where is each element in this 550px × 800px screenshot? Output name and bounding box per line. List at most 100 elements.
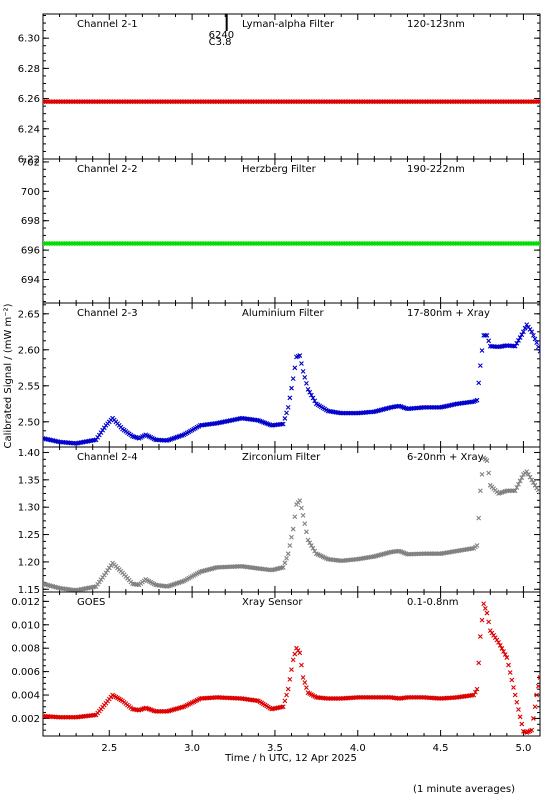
y-tick-label: 6.28	[18, 64, 40, 75]
data-point	[284, 555, 289, 561]
data-point	[496, 639, 501, 645]
y-tick-label: 6.24	[18, 124, 40, 135]
panel-frame	[42, 446, 541, 593]
data-point	[507, 670, 513, 675]
x-tick-label: 4.0	[350, 743, 366, 754]
data-point	[486, 338, 492, 344]
data-point	[512, 692, 518, 698]
data-point	[310, 545, 316, 551]
data-point	[519, 475, 525, 481]
data-series	[43, 322, 540, 446]
data-point	[292, 514, 298, 520]
y-tick-label: 700	[21, 187, 40, 198]
data-point	[284, 410, 289, 416]
data-point	[484, 333, 490, 338]
data-point	[516, 481, 521, 487]
data-point	[534, 340, 540, 345]
data-point	[280, 421, 286, 427]
data-point	[501, 649, 506, 654]
panel-range-label: 120-123nm	[407, 19, 465, 30]
data-point	[308, 392, 314, 398]
data-point	[300, 369, 306, 374]
panel-frame	[42, 13, 541, 160]
data-point	[297, 498, 303, 504]
data-point	[280, 704, 286, 710]
data-point	[285, 686, 291, 692]
y-tick-label: 696	[21, 246, 40, 257]
data-point	[290, 376, 296, 381]
data-point	[516, 338, 521, 343]
data-point	[521, 329, 526, 335]
y-tick-label: 0.006	[11, 667, 40, 678]
panel-range-label: 6-20nm + Xray	[407, 452, 484, 463]
y-tick-label: 702	[21, 157, 40, 168]
panel-frame	[42, 302, 541, 448]
panel-frame	[42, 158, 541, 304]
y-tick-label: 0.010	[11, 620, 40, 631]
data-point	[535, 683, 540, 689]
data-point	[310, 395, 316, 401]
data-point	[535, 344, 540, 350]
y-tick-label: 1.30	[18, 503, 40, 514]
flare-marker-class: C3.8	[209, 37, 232, 48]
y-tick-label: 2.50	[18, 417, 40, 428]
panel-range-label: 190-222nm	[407, 164, 465, 175]
data-point	[526, 471, 531, 477]
data-point	[292, 365, 298, 371]
data-point	[532, 482, 538, 488]
panel-channel-label: Channel 2-1	[77, 19, 138, 30]
data-point	[532, 704, 538, 710]
data-point	[519, 332, 525, 338]
data-point	[105, 567, 110, 573]
data-point	[300, 513, 306, 518]
x-tick-label: 2.5	[101, 743, 117, 754]
data-point	[476, 380, 482, 386]
data-point	[302, 375, 308, 380]
data-point	[287, 543, 293, 548]
data-point	[537, 489, 540, 495]
flare-marker-label: 6240	[209, 30, 234, 41]
data-point	[522, 325, 528, 331]
footnote: (1 minute averages)	[413, 784, 515, 795]
panel-5: 0.002 0.004 0.006 0.008 0.010 0.012 GOES Xray S…	[11, 591, 541, 737]
data-point	[537, 348, 540, 354]
data-point	[474, 397, 480, 403]
y-tick-label: 1.40	[18, 448, 40, 459]
data-series	[43, 601, 540, 735]
y-tick-label: 0.008	[11, 644, 40, 655]
data-point	[479, 471, 485, 477]
panel-range-label: 17-80nm + Xray	[407, 308, 490, 319]
data-point	[307, 540, 313, 546]
data-point	[517, 335, 523, 340]
y-tick-label: 1.25	[18, 530, 40, 541]
data-point	[312, 398, 318, 404]
data-point	[497, 642, 503, 648]
data-point	[530, 480, 536, 485]
data-point	[484, 458, 490, 464]
y-tick-label: 694	[21, 275, 40, 286]
y-tick-label: 0.002	[11, 714, 40, 725]
data-point	[305, 537, 311, 543]
data-point	[477, 488, 483, 494]
y-tick-label: 6.30	[18, 34, 40, 45]
data-point	[537, 99, 540, 104]
data-point	[282, 416, 288, 421]
data-point	[504, 655, 510, 660]
x-tick-label: 3.5	[267, 743, 283, 754]
panel-4: 1.15 1.20 1.25 1.30 1.35 1.40 Channel 2-4 Zirco…	[18, 446, 541, 596]
data-point	[299, 361, 304, 366]
data-point	[486, 619, 492, 625]
data-point	[290, 657, 296, 663]
data-point	[482, 606, 488, 611]
x-tick-label: 5.0	[515, 743, 531, 754]
data-point	[302, 521, 308, 526]
data-point	[534, 692, 540, 698]
y-tick-label: 6.22	[18, 155, 40, 166]
y-tick-label: 1.15	[18, 585, 40, 596]
data-point	[304, 381, 309, 386]
data-point	[302, 680, 308, 685]
data-point	[473, 689, 478, 695]
data-point	[289, 385, 294, 391]
x-tick-label: 3.0	[184, 743, 200, 754]
data-point	[289, 534, 294, 540]
